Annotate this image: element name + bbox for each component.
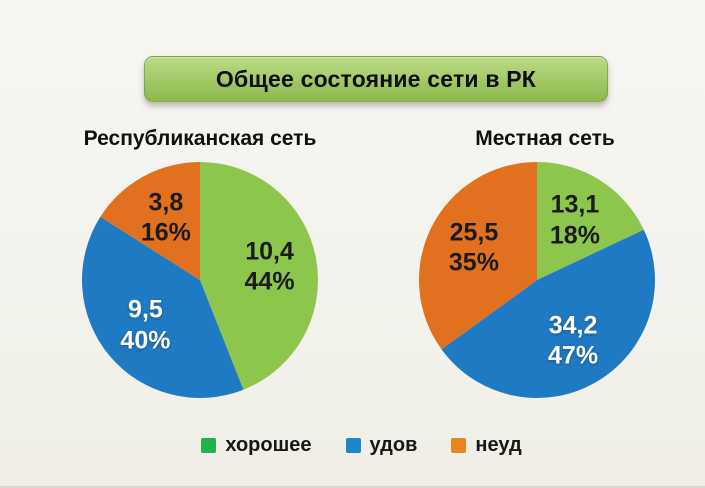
pie-slice-good [200, 162, 318, 390]
pie-slice-good [537, 162, 644, 280]
pie-title-local: Местная сеть [475, 127, 615, 150]
slide-bottom-divider [0, 486, 705, 488]
legend-item-unsatisfactory: неуд [451, 434, 522, 457]
legend-label-unsatisfactory: неуд [475, 434, 522, 456]
pie-slice-unsatisfactory [100, 162, 200, 280]
pie-slice-satisfactory [82, 216, 244, 398]
pie-chart-republican: 10,4 44% 9,5 40% 3,8 16% [82, 162, 318, 398]
pie-slice-label-unsatisfactory: 3,8 16% [140, 188, 191, 247]
pie-slice-label-good: 10,4 44% [244, 237, 295, 296]
pie-slice-label-satisfactory: 9,5 40% [120, 295, 171, 355]
legend-label-good: хорошее [225, 434, 312, 456]
pie-title-republican: Республиканская сеть [83, 127, 317, 150]
pie-slice-satisfactory [441, 229, 655, 398]
pie-slice-label-unsatisfactory: 25,5 35% [448, 218, 499, 277]
pie-slice-label-good: 13,1 18% [549, 190, 600, 250]
legend-item-good: хорошее [201, 434, 312, 457]
pie-chart-local: 13,1 18% 34,2 47% 25,5 35% [419, 162, 655, 398]
legend-item-satisfactory: удов [345, 434, 418, 457]
legend-swatch-unsatisfactory-icon [451, 438, 467, 453]
slide-title: Общее состояние сети в РК [215, 65, 537, 92]
chart-legend: хорошее удов неуд [0, 434, 705, 457]
legend-swatch-good-icon [201, 438, 217, 453]
pie-slice-label-satisfactory: 34,2 47% [548, 311, 599, 370]
legend-swatch-satisfactory-icon [345, 438, 361, 453]
legend-label-satisfactory: удов [369, 434, 418, 456]
slide-title-banner: Общее состояние сети в РК [144, 56, 608, 102]
pie-slice-unsatisfactory [419, 162, 537, 350]
